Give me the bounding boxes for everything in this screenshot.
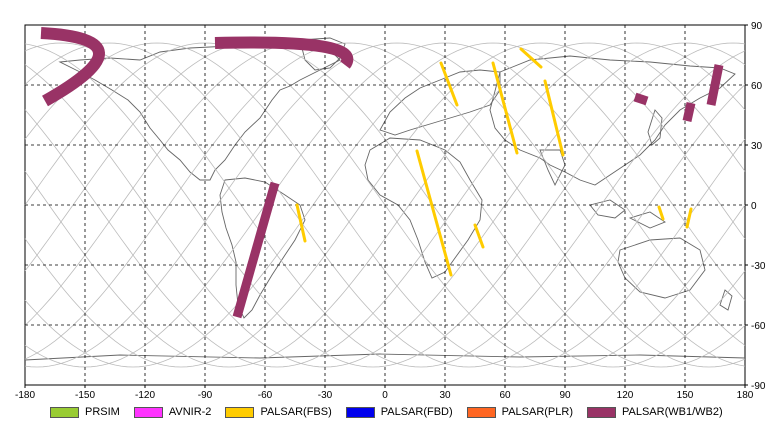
y-tick-label: -60 (751, 321, 766, 332)
legend: PRSIM AVNIR-2 PALSAR(FBS) PALSAR(FBD) PA… (50, 402, 750, 422)
x-tick-label: -180 (15, 390, 35, 401)
legend-label-wb: PALSAR(WB1/WB2) (622, 406, 723, 418)
x-tick-label: 90 (559, 390, 571, 401)
grid-lines (25, 25, 745, 385)
legend-label-fbd: PALSAR(FBD) (380, 406, 453, 418)
legend-label-prism: PRSIM (85, 406, 120, 418)
swath-wb-arc (40, 27, 105, 107)
coastlines (24, 37, 746, 361)
legend-label-fbs: PALSAR(FBS) (260, 406, 332, 418)
legend-item-fbs: PALSAR(FBS) (225, 406, 332, 418)
swath-wb-arc (214, 36, 354, 69)
x-tick-label: 60 (499, 390, 511, 401)
legend-swatch-avnir (133, 406, 163, 418)
swath-fbs (473, 223, 485, 249)
swath-fbs (295, 203, 307, 243)
y-tick-label: -30 (751, 261, 766, 272)
legend-label-plr: PALSAR(PLR) (501, 406, 573, 418)
y-tick-label: 60 (751, 81, 763, 92)
swath-wb (232, 181, 280, 319)
x-tick-label: 120 (617, 390, 634, 401)
legend-swatch-prism (50, 406, 79, 418)
x-tick-label: 180 (737, 390, 754, 401)
legend-item-prism: PRSIM (50, 406, 120, 418)
x-tick-label: 150 (677, 390, 694, 401)
x-tick-label: -90 (198, 390, 213, 401)
swath-fbs (491, 61, 519, 155)
legend-item-fbd: PALSAR(FBD) (345, 406, 453, 418)
swath-fbs (657, 205, 665, 221)
x-tick-label: -120 (135, 390, 155, 401)
swath-fbs (519, 47, 543, 69)
x-axis-tick-labels: -180 -150 -120 -90 -60 -30 0 30 60 90 120 150 180 (15, 385, 754, 401)
swath-fbs (543, 79, 565, 157)
swath-layer (40, 27, 724, 319)
legend-swatch-fbs (225, 406, 255, 418)
legend-item-plr: PALSAR(PLR) (466, 406, 573, 418)
legend-swatch-wb (587, 406, 616, 418)
y-tick-label: 30 (751, 141, 763, 152)
x-tick-label: -150 (75, 390, 95, 401)
swath-fbs (685, 207, 693, 229)
legend-item-wb: PALSAR(WB1/WB2) (587, 406, 723, 418)
x-tick-label: 30 (439, 390, 451, 401)
swath-wb (682, 102, 696, 122)
y-tick-label: -90 (751, 381, 766, 392)
x-tick-label: 0 (382, 390, 388, 401)
x-tick-label: -60 (258, 390, 273, 401)
x-tick-label: -30 (318, 390, 333, 401)
y-axis-tick-labels: 90 60 30 0 -30 -60 -90 (745, 21, 766, 392)
legend-item-avnir: AVNIR-2 (133, 406, 212, 418)
legend-swatch-plr (466, 406, 496, 418)
legend-label-avnir: AVNIR-2 (168, 406, 212, 418)
legend-swatch-fbd (345, 406, 375, 418)
y-tick-label: 90 (751, 21, 763, 32)
swath-fbs (415, 149, 453, 277)
y-tick-label: 0 (751, 201, 757, 212)
swath-wb (706, 64, 724, 106)
swath-fbs (439, 61, 459, 107)
swath-wb (633, 92, 649, 106)
